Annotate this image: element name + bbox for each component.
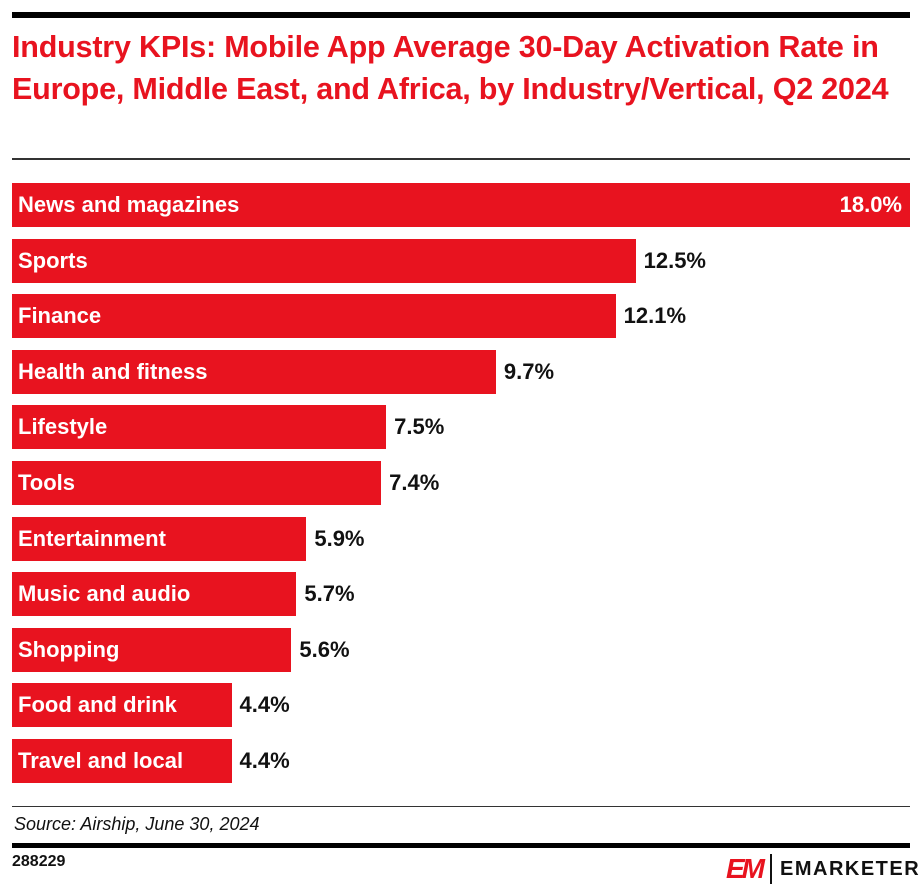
bar-chart: News and magazines 18.0% Sports 12.5% Financ…: [0, 180, 922, 783]
category-label: Shopping: [18, 636, 120, 662]
value-label: 5.7%: [304, 581, 355, 607]
category-label: Sports: [18, 247, 88, 273]
title-divider: [12, 158, 910, 160]
value-label: 12.5%: [643, 247, 706, 273]
logo-separator: [770, 854, 772, 884]
footer-bar: [12, 843, 910, 848]
value-label: 7.5%: [394, 414, 445, 440]
value-label: 5.9%: [314, 525, 365, 551]
em-logo-mark: EM: [726, 853, 765, 884]
value-label: 12.1%: [623, 303, 687, 329]
category-label: Food and drink: [18, 692, 177, 718]
bar: [12, 516, 307, 561]
brand-name: EMARKETER: [780, 857, 921, 880]
value-label: 7.4%: [389, 470, 440, 495]
bar: [12, 294, 616, 339]
bar: [12, 349, 496, 394]
category-label: Music and audio: [18, 581, 191, 607]
bar: [12, 461, 382, 505]
category-label: Tools: [18, 470, 76, 495]
bar: [12, 572, 297, 617]
chart-id: 288229: [12, 853, 66, 870]
value-label: 9.7%: [503, 358, 555, 384]
bar: [12, 683, 232, 728]
category-label: Entertainment: [18, 525, 166, 551]
source-note: Source: Airship, June 30, 2024: [14, 814, 260, 834]
category-label: Lifestyle: [18, 414, 108, 440]
value-label: 5.6%: [299, 636, 350, 662]
value-label: 4.4%: [239, 748, 290, 773]
source-divider: [12, 806, 910, 807]
category-label: Finance: [18, 303, 102, 329]
bar: [12, 238, 636, 283]
value-label: 4.4%: [239, 692, 290, 718]
chart-title: Industry KPIs: Mobile App Average 30-Day…: [12, 30, 889, 106]
top-bar: [12, 12, 910, 18]
value-label: 18.0%: [839, 192, 902, 217]
category-label: Travel and local: [18, 748, 184, 773]
emarketer-logo: EM EMARKETER: [726, 853, 920, 885]
bar: [12, 739, 232, 783]
bar: [12, 405, 387, 450]
category-label: Health and fitness: [18, 358, 208, 384]
bar: [12, 183, 910, 227]
category-label: News and magazines: [18, 192, 240, 217]
bar: [12, 627, 292, 672]
